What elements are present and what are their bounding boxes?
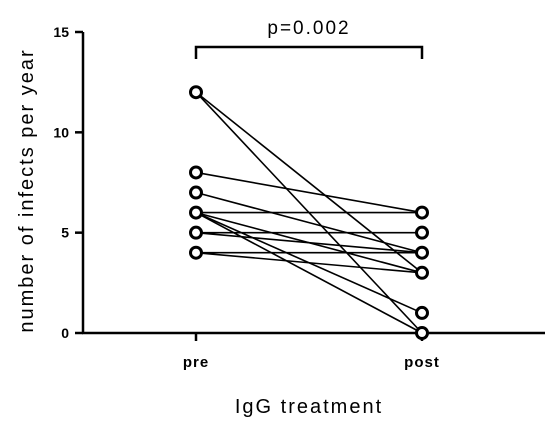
data-point-post <box>415 326 429 340</box>
y-tick-label: 15 <box>53 24 69 40</box>
paired-lines <box>195 91 423 334</box>
pair-line <box>195 211 423 334</box>
y-tick-label: 10 <box>53 124 69 140</box>
x-tick-label: post <box>404 354 440 371</box>
pair-line <box>195 91 423 274</box>
data-point-pre <box>189 205 203 220</box>
x-ticks: pre post <box>183 333 440 371</box>
data-point-pre <box>189 225 203 240</box>
data-point-post <box>415 205 429 220</box>
y-tick-label: 0 <box>61 325 69 341</box>
pair-line <box>195 171 423 214</box>
axes <box>81 32 545 335</box>
y-axis-title: number of infects per year <box>16 48 38 332</box>
pair-line <box>195 191 423 254</box>
bracket-line <box>194 45 424 59</box>
x-tick-label: pre <box>183 354 209 371</box>
data-point-post <box>415 225 429 240</box>
data-point-post <box>415 265 429 280</box>
p-value-annotation: p=0.002 <box>267 18 350 39</box>
data-point-pre <box>189 165 203 180</box>
data-points <box>189 85 429 340</box>
y-tick-label: 5 <box>61 225 69 241</box>
data-point-pre <box>189 185 203 200</box>
significance-bracket: p=0.002 <box>194 18 424 59</box>
y-ticks: 0 5 10 15 <box>53 24 83 341</box>
data-point-pre <box>189 85 203 100</box>
data-point-pre <box>189 245 203 260</box>
data-point-post <box>415 305 429 320</box>
pair-line <box>195 251 423 274</box>
data-point-post <box>415 245 429 260</box>
pair-line <box>195 231 423 254</box>
x-axis-title: IgG treatment <box>235 396 383 418</box>
